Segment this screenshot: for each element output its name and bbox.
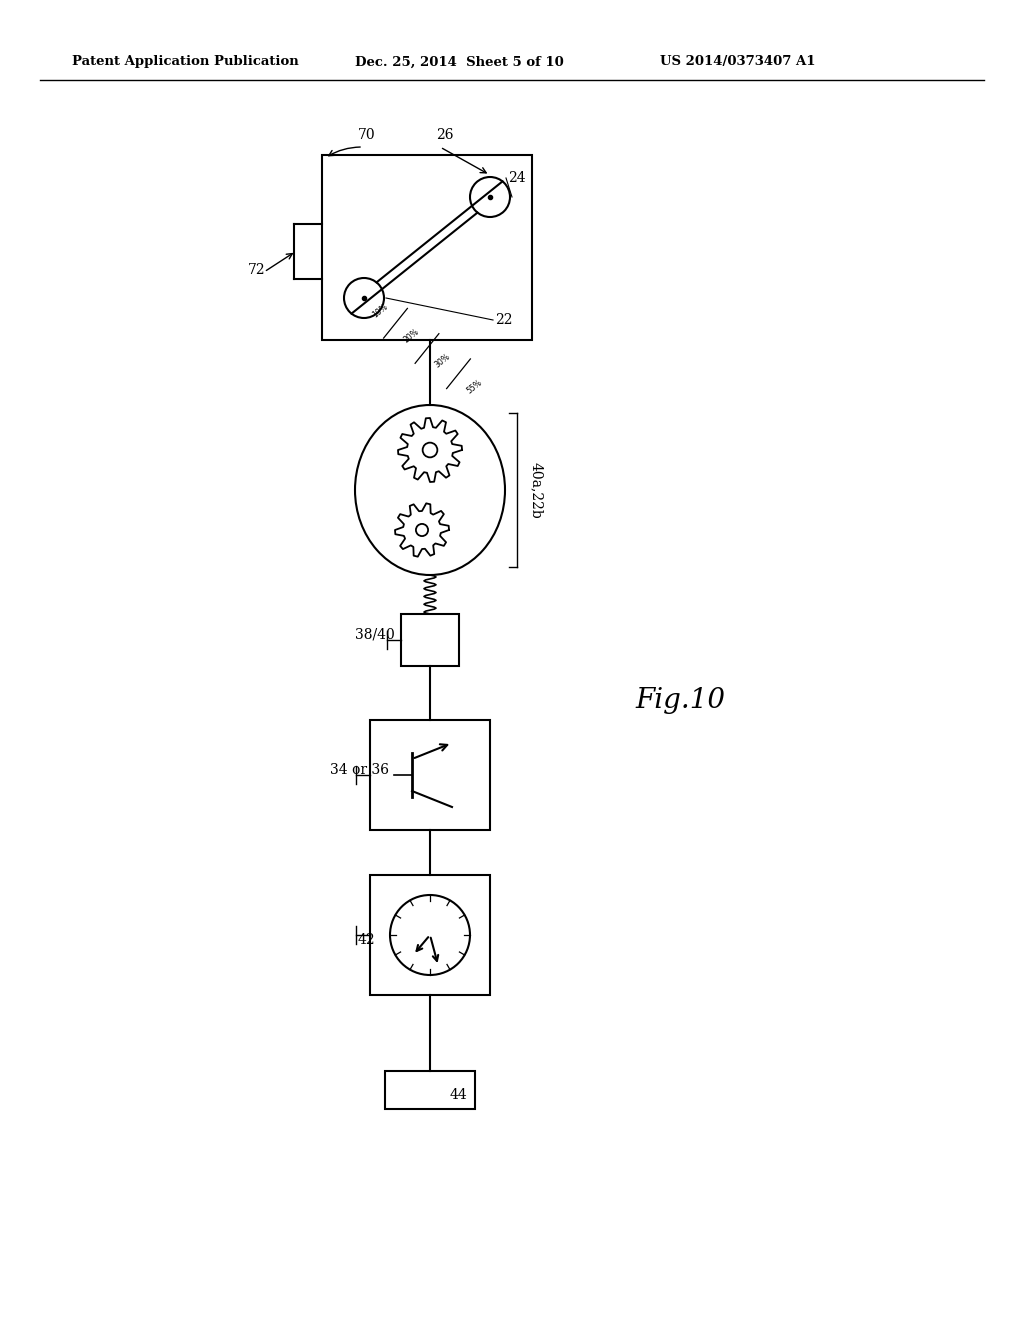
- Text: 44: 44: [450, 1088, 468, 1102]
- Text: 70: 70: [358, 128, 376, 143]
- Bar: [370, 875, 490, 995]
- Text: 40a,22b: 40a,22b: [529, 462, 543, 519]
- Text: Dec. 25, 2014  Sheet 5 of 10: Dec. 25, 2014 Sheet 5 of 10: [355, 55, 564, 69]
- Text: 30%: 30%: [433, 352, 453, 370]
- Text: 42: 42: [358, 933, 376, 946]
- Bar: [385, 1071, 475, 1109]
- Bar: [401, 614, 459, 667]
- Text: Patent Application Publication: Patent Application Publication: [72, 55, 299, 69]
- Text: 22: 22: [495, 313, 512, 327]
- Text: 26: 26: [436, 128, 454, 143]
- Text: 34 or 36: 34 or 36: [330, 763, 389, 777]
- Bar: [322, 154, 532, 341]
- Text: 72: 72: [248, 263, 265, 277]
- Text: 38/40: 38/40: [355, 628, 394, 642]
- Text: Fig.10: Fig.10: [635, 686, 725, 714]
- Text: US 2014/0373407 A1: US 2014/0373407 A1: [660, 55, 815, 69]
- Text: 55%: 55%: [465, 378, 483, 395]
- Text: 24: 24: [508, 172, 525, 185]
- Text: 20%: 20%: [401, 327, 421, 345]
- Text: 10%: 10%: [371, 302, 389, 319]
- Bar: [370, 719, 490, 830]
